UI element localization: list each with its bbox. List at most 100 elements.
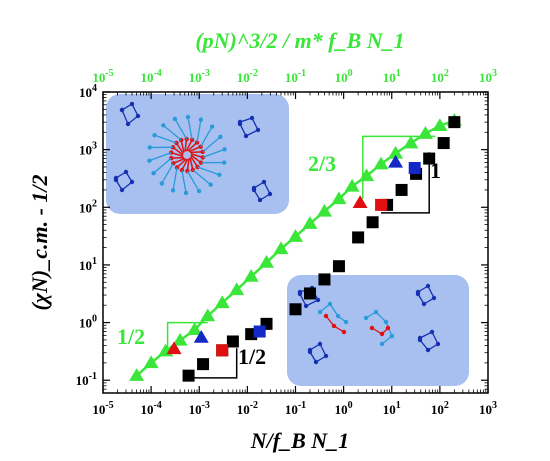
y-tick-label: 102	[79, 198, 97, 215]
data-point-triangle	[193, 330, 209, 343]
data-point-triangle	[316, 203, 332, 217]
chain-bead	[129, 101, 135, 107]
chain-bead	[331, 323, 337, 329]
top-tick-label: 10-3	[189, 68, 210, 85]
data-point-square	[408, 162, 421, 175]
y-tick-label: 101	[79, 256, 97, 273]
insets-layer	[106, 94, 469, 386]
arm-corona	[187, 116, 193, 140]
arm-corona	[161, 163, 174, 184]
x-tick-label: 103	[479, 400, 497, 417]
x-tick-label: 10-4	[140, 400, 161, 417]
data-point-triangle	[352, 195, 368, 208]
chain-bead	[323, 313, 329, 319]
data-point-square	[332, 260, 345, 273]
slope-label: 2/3	[308, 151, 336, 176]
series-green-triangle	[129, 113, 462, 381]
data-point-triangle	[187, 322, 203, 336]
chain-bead	[389, 333, 395, 339]
arm-corona	[202, 148, 225, 159]
arm-corona	[202, 136, 221, 153]
chain-bead	[429, 329, 435, 335]
top-axis-title: (pN)^3/2 / m* f_B N_1	[195, 28, 404, 53]
chain-bead	[249, 115, 255, 121]
data-point-square	[289, 303, 302, 316]
data-point-square	[303, 287, 316, 300]
chain-bead	[425, 283, 431, 289]
chain-bead	[123, 169, 129, 175]
bead-blue	[183, 190, 189, 196]
data-point-square	[197, 358, 210, 371]
series-red-triangle	[166, 195, 368, 355]
x-tick-label: 10-5	[92, 400, 113, 417]
slope-guide-1-2-black	[188, 348, 238, 379]
y-tick-label: 103	[79, 141, 97, 158]
x-tick-label: 10-2	[237, 400, 258, 417]
arm-corona	[197, 166, 220, 176]
chain-bead	[317, 309, 323, 315]
chain-bead	[125, 121, 131, 127]
data-point-triangle	[331, 191, 347, 205]
chain-bead	[323, 353, 329, 359]
chain-bead	[383, 319, 389, 325]
series-layer	[129, 113, 462, 382]
chain-bead	[335, 313, 341, 319]
chain-bead	[435, 341, 441, 347]
chain-bead	[113, 177, 119, 183]
chain-bead	[119, 187, 125, 193]
arm-corona	[200, 126, 213, 147]
slope-label: 1	[430, 158, 441, 183]
chain-bead	[251, 187, 257, 193]
top-tick-label: 103	[479, 68, 497, 85]
bead-blue	[151, 170, 156, 176]
bead-blue	[147, 158, 152, 163]
chain-bead	[237, 121, 243, 127]
slope-guide-1-2-green	[166, 321, 208, 353]
chain-bead	[261, 179, 267, 185]
bead-blue	[196, 188, 202, 194]
chain-bead	[343, 319, 349, 325]
top-tick-label: 10-5	[92, 68, 113, 85]
data-point-triangle	[388, 154, 404, 168]
chain-bead	[135, 113, 141, 119]
chain-bead	[341, 329, 347, 335]
bead-blue	[185, 114, 191, 120]
bead-blue	[170, 188, 176, 193]
chain-bead	[303, 303, 309, 309]
bead-blue	[172, 116, 178, 122]
chain-bead	[307, 349, 313, 355]
bead-blue	[147, 145, 152, 150]
top-tick-label: 10-1	[285, 68, 306, 85]
arm-corona	[181, 170, 187, 194]
data-point-triangle	[373, 156, 389, 170]
arm-corona	[186, 170, 200, 192]
chain-bead	[373, 309, 379, 315]
bead-blue	[208, 182, 213, 187]
arm-corona	[192, 169, 212, 186]
slope-labels: 1/2 2/3 1 1/2	[117, 151, 441, 369]
x-tick-label: 100	[335, 400, 353, 417]
chain-bead	[415, 291, 421, 297]
chain-bead	[425, 347, 431, 353]
data-point-square	[352, 231, 365, 244]
top-tick-label: 102	[431, 68, 449, 85]
chain-bead	[317, 341, 323, 347]
chain-bead	[327, 301, 333, 307]
chain-bead	[379, 331, 385, 337]
x-axis-title: N/f_B N_1	[250, 428, 349, 453]
chain-bead	[379, 341, 385, 347]
x-tick-label: 10-3	[189, 400, 210, 417]
chain-bead	[315, 297, 321, 303]
top-tick-label: 101	[383, 68, 401, 85]
star-polymer-inset	[106, 94, 289, 214]
arm-corona	[154, 134, 177, 144]
chain-bead	[421, 301, 427, 307]
data-point-triangle	[129, 368, 145, 381]
chain-bead	[297, 291, 303, 297]
x-tick-label: 101	[383, 400, 401, 417]
arm-corona	[149, 151, 172, 162]
x-tick-label: 10-1	[285, 400, 306, 417]
data-point-triangle	[432, 118, 448, 131]
axis-ticks	[102, 91, 489, 394]
chain-bead	[313, 359, 319, 365]
